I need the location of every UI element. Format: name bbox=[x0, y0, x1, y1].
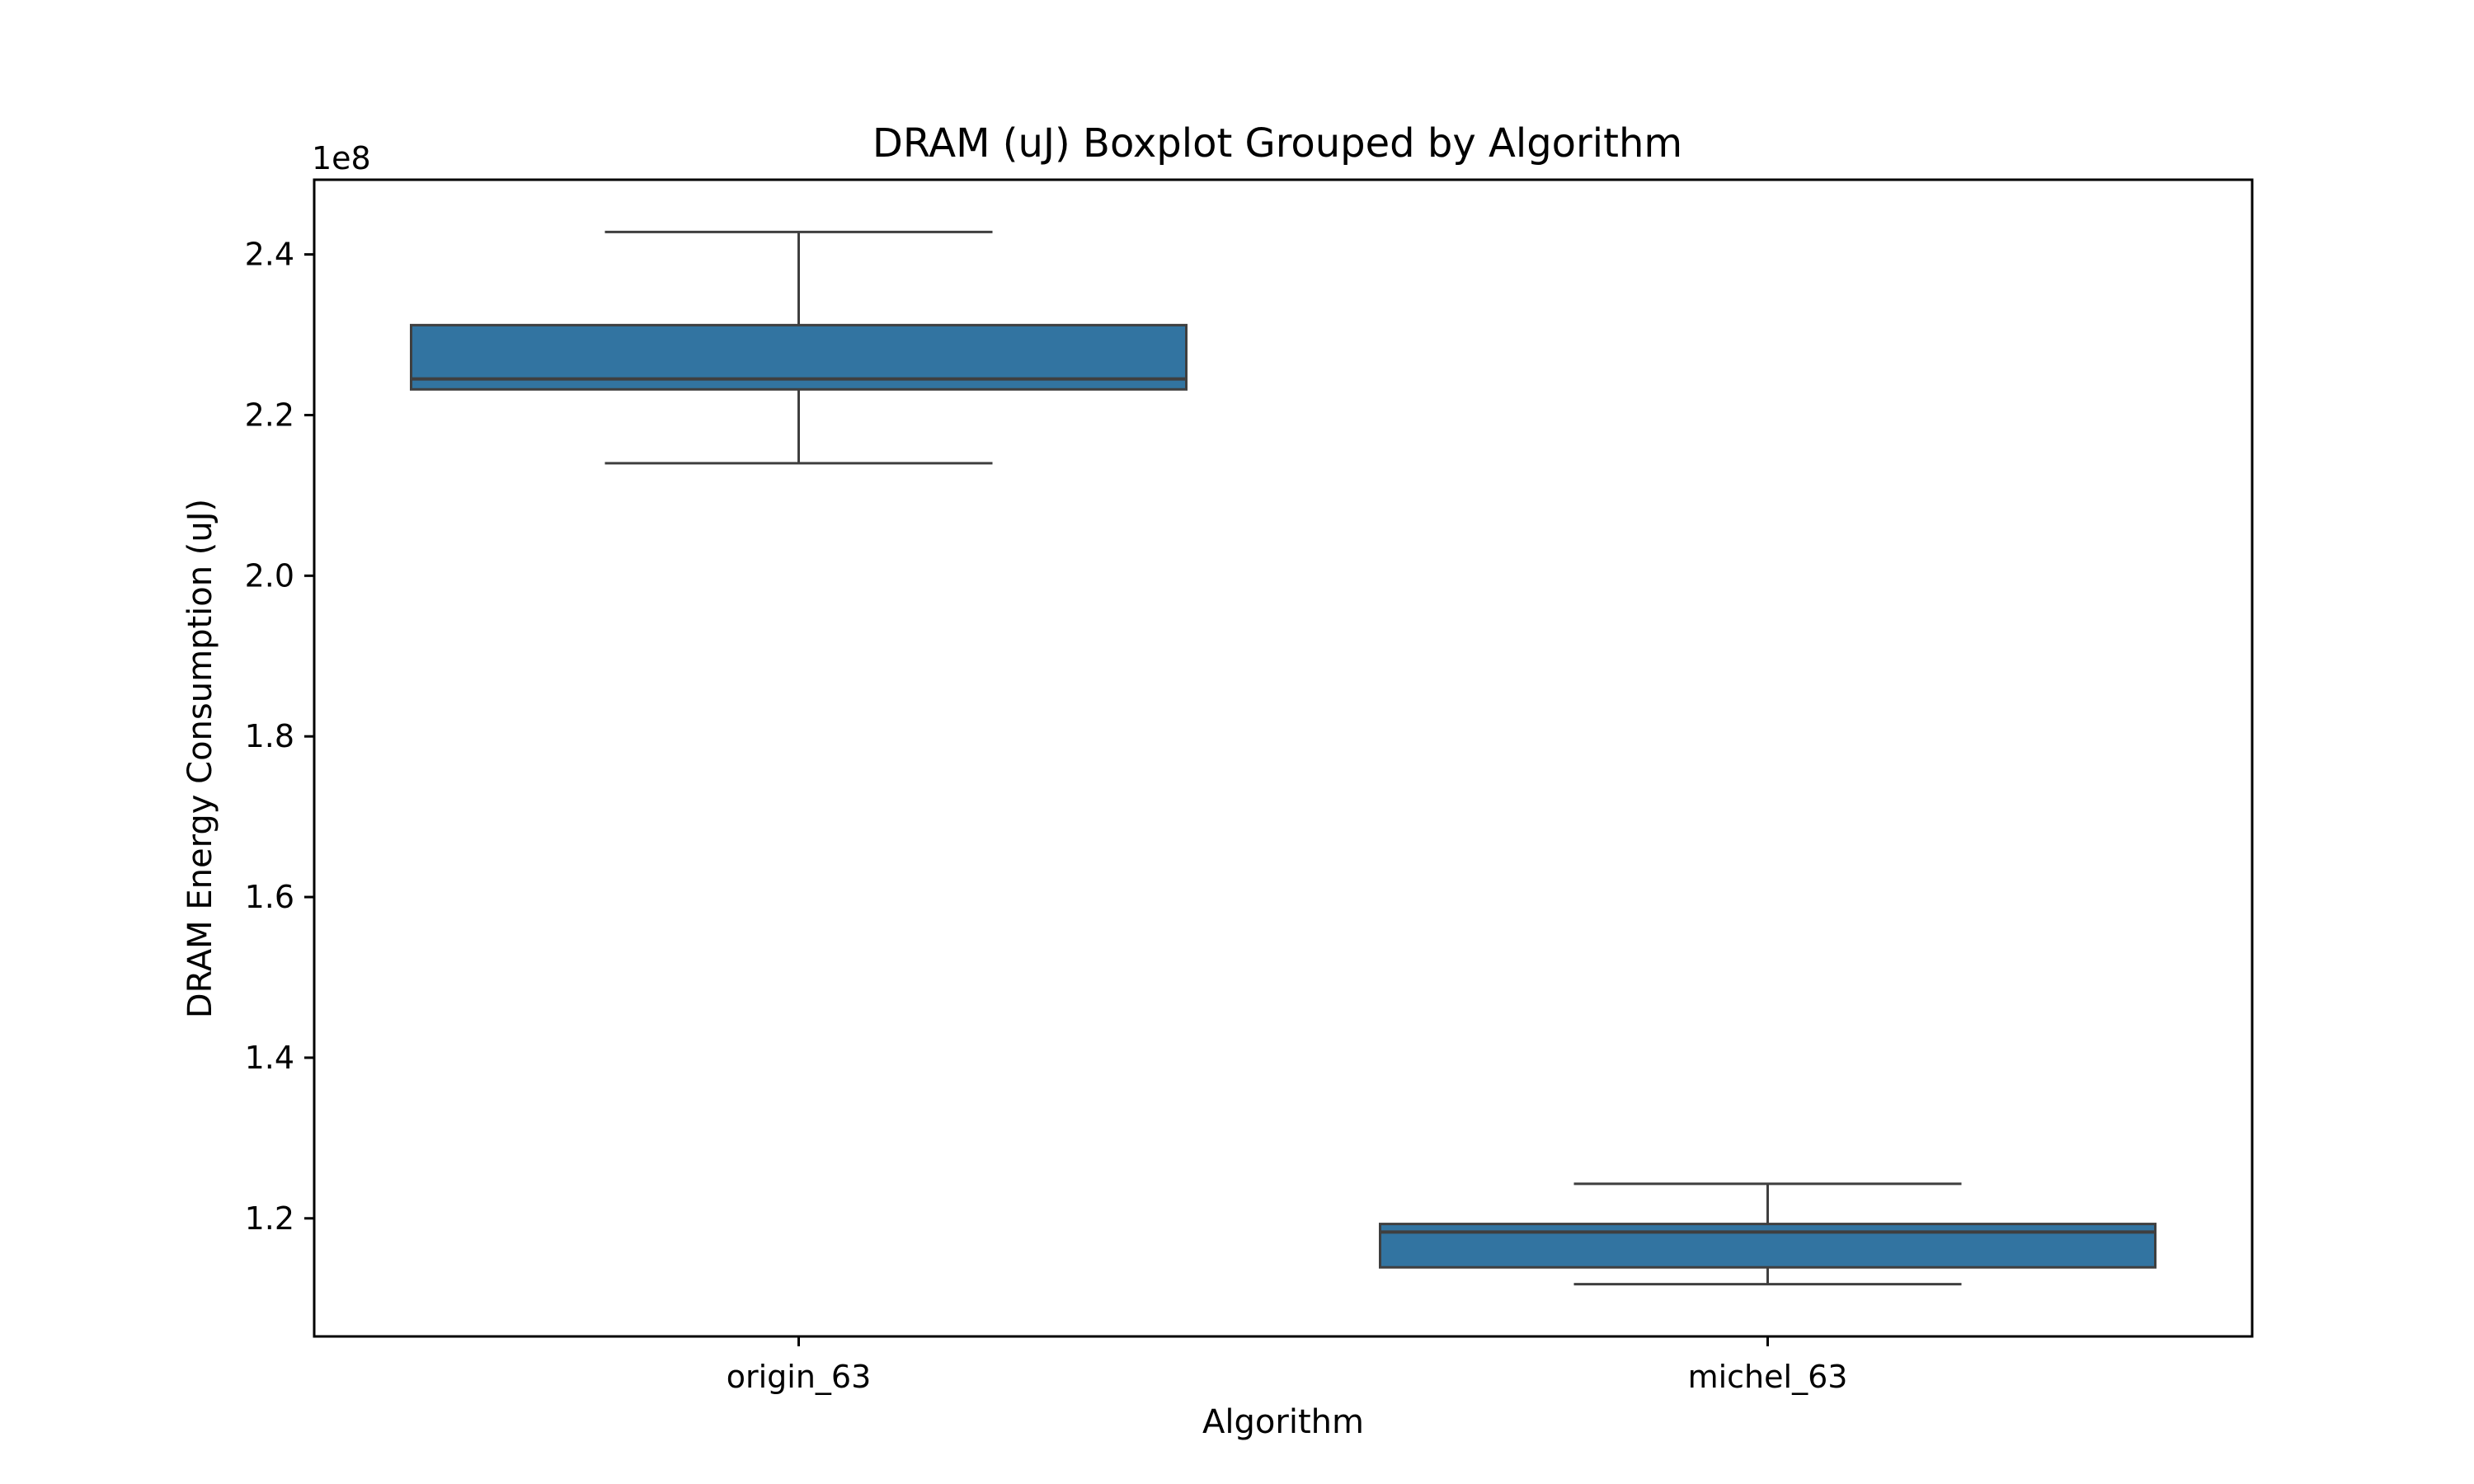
x-axis-label: Algorithm bbox=[1202, 1403, 1364, 1441]
chart-title: DRAM (uJ) Boxplot Grouped by Algorithm bbox=[872, 120, 1682, 167]
x-axis: origin_63 michel_63 bbox=[727, 1336, 1848, 1395]
x-tick-label: origin_63 bbox=[727, 1359, 872, 1395]
y-tick-label: 1.2 bbox=[245, 1200, 294, 1237]
x-tick-label: michel_63 bbox=[1688, 1359, 1848, 1395]
y-tick-label: 2.0 bbox=[245, 557, 294, 594]
box-group-origin-63 bbox=[410, 230, 1188, 465]
y-tick-label: 1.8 bbox=[245, 718, 294, 754]
box-group-michel-63 bbox=[1379, 1182, 2157, 1286]
plot-frame bbox=[313, 178, 2254, 1338]
y-tick-label: 2.4 bbox=[245, 237, 294, 273]
y-tick-label: 1.6 bbox=[245, 879, 294, 915]
plot-area bbox=[410, 230, 2157, 1286]
y-axis: 1.2 1.4 1.6 1.8 2.0 2.2 2.4 bbox=[245, 237, 314, 1237]
y-tick-label: 2.2 bbox=[245, 397, 294, 433]
y-tick-label: 1.4 bbox=[245, 1040, 294, 1076]
y-axis-label: DRAM Energy Consumption (uJ) bbox=[181, 499, 219, 1018]
y-offset-label: 1e8 bbox=[312, 140, 371, 176]
